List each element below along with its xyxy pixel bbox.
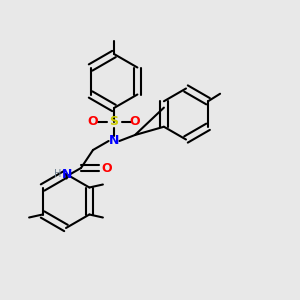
Text: S: S — [110, 115, 118, 128]
Text: N: N — [109, 134, 119, 148]
Text: O: O — [101, 161, 112, 175]
Text: N: N — [61, 167, 72, 181]
Text: O: O — [88, 115, 98, 128]
Text: H: H — [54, 169, 62, 179]
Text: O: O — [130, 115, 140, 128]
